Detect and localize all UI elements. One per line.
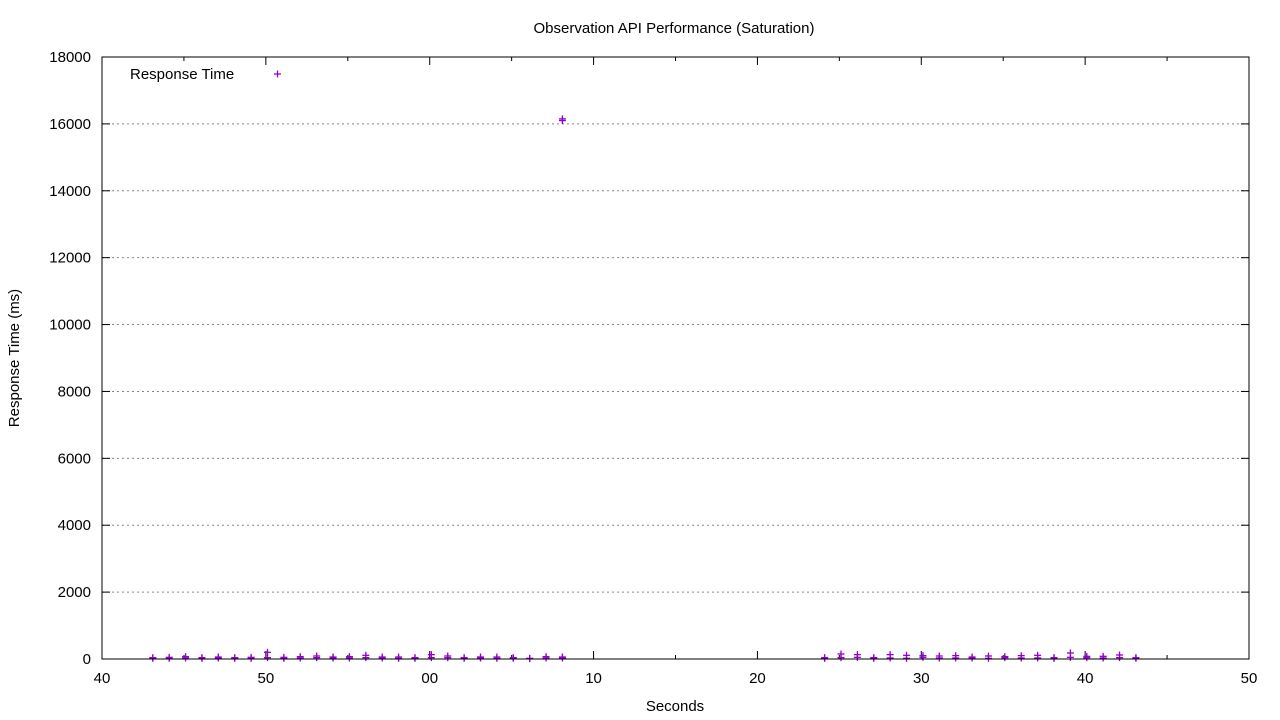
x-axis-label: Seconds <box>646 698 704 715</box>
data-point <box>526 654 534 662</box>
grid-lines <box>102 123 1249 593</box>
x-tick-label: 40 <box>94 670 111 687</box>
y-tick-label: 14000 <box>49 183 91 200</box>
x-tick-labels: 40 50 00 10 20 30 40 50 <box>94 670 1258 687</box>
data-point <box>1034 651 1042 659</box>
data-point <box>149 654 157 662</box>
data-point <box>1132 654 1140 662</box>
data-point <box>427 651 435 659</box>
data-point <box>1017 652 1025 660</box>
data-point <box>313 652 321 660</box>
x-tick-label: 50 <box>1241 670 1258 687</box>
y-tick-label: 18000 <box>49 49 91 66</box>
x-tick-label: 50 <box>258 670 275 687</box>
data-point <box>509 654 517 662</box>
y-tick-label: 8000 <box>58 383 91 400</box>
y-tick-label: 0 <box>83 651 91 668</box>
data-point <box>821 654 829 662</box>
chart-title: Observation API Performance (Saturation) <box>534 20 815 37</box>
y-tick-labels: 0 2000 4000 6000 8000 10000 12000 14000 16000 180… <box>49 49 91 668</box>
x-tick-label: 30 <box>913 670 930 687</box>
data-point <box>935 652 943 660</box>
y-tick-label: 16000 <box>49 116 91 133</box>
plot-frame <box>101 56 1250 660</box>
data-points <box>149 115 1140 663</box>
data-point <box>853 651 861 659</box>
data-point <box>984 652 992 660</box>
data-point <box>263 648 271 656</box>
x-tick-label: 10 <box>585 670 602 687</box>
data-point <box>919 652 927 660</box>
y-tick-label: 2000 <box>58 584 91 601</box>
data-point <box>952 652 960 660</box>
data-point <box>1050 654 1058 662</box>
y-tick-label: 4000 <box>58 517 91 534</box>
data-point <box>1066 649 1074 657</box>
x-tick-label: 00 <box>421 670 438 687</box>
data-point <box>1116 651 1124 659</box>
data-point <box>903 651 911 659</box>
data-point <box>886 651 894 659</box>
data-point <box>411 654 419 662</box>
y-axis-label: Response Time (ms) <box>6 289 23 427</box>
data-point <box>870 654 878 662</box>
legend-label: Response Time <box>130 66 234 83</box>
axis-ticks <box>101 56 1250 660</box>
data-point <box>444 652 452 660</box>
data-point <box>460 654 468 662</box>
y-tick-label: 12000 <box>49 250 91 267</box>
data-point <box>362 651 370 659</box>
y-tick-label: 6000 <box>58 450 91 467</box>
data-point <box>165 653 173 661</box>
data-point <box>247 653 255 661</box>
data-point <box>231 654 239 662</box>
data-point <box>198 654 206 662</box>
data-point <box>558 115 566 123</box>
x-tick-label: 40 <box>1077 670 1094 687</box>
data-point <box>280 653 288 661</box>
legend-marker <box>274 70 281 78</box>
y-tick-label: 10000 <box>49 317 91 334</box>
x-tick-label: 20 <box>749 670 766 687</box>
legend: Response Time <box>130 66 281 83</box>
data-point <box>837 650 845 658</box>
